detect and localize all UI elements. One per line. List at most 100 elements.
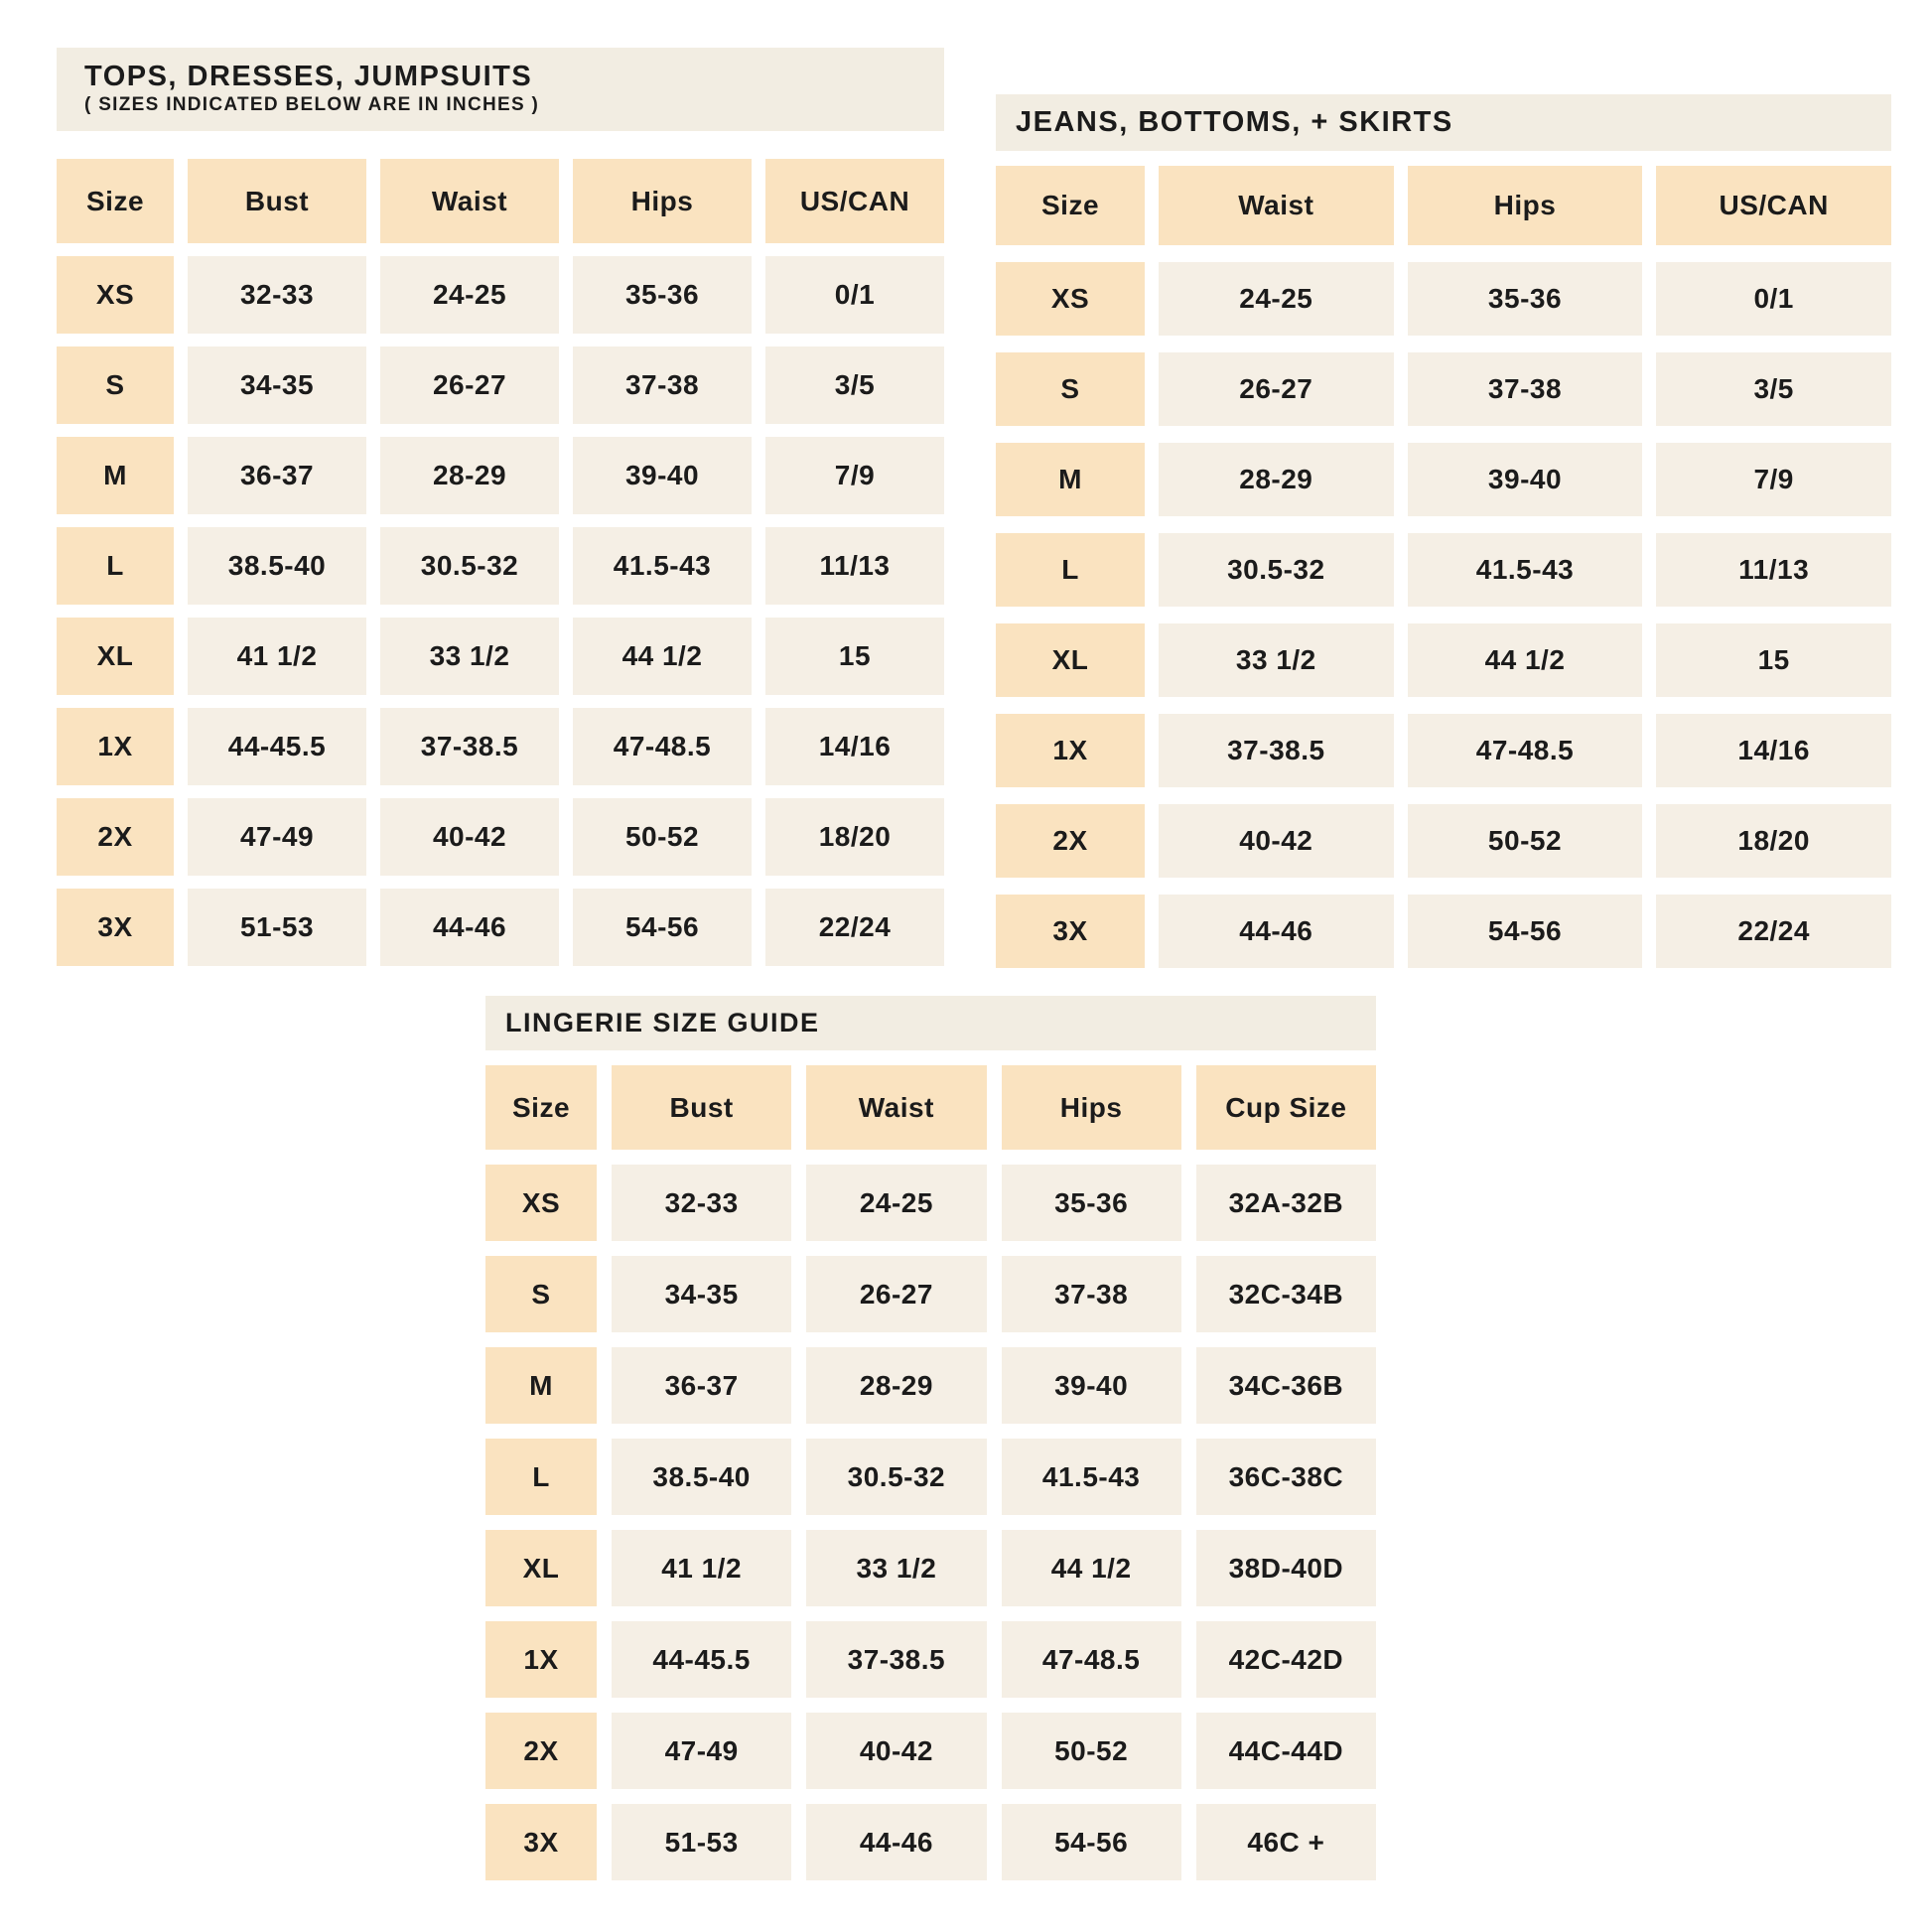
measurement-cell: 47-48.5 — [573, 708, 752, 785]
measurement-cell: 37-38 — [1407, 352, 1643, 426]
measurement-cell: 33 1/2 — [380, 618, 559, 695]
size-label-cell: 3X — [996, 895, 1145, 968]
measurement-cell: 33 1/2 — [806, 1530, 987, 1606]
size-label-cell: L — [57, 527, 174, 605]
measurement-cell: 36-37 — [188, 437, 366, 514]
measurement-cell: 37-38 — [1001, 1256, 1181, 1332]
measurement-cell: 18/20 — [1656, 804, 1891, 878]
measurement-cell: 24-25 — [806, 1165, 987, 1241]
measurement-cell: 0/1 — [1656, 262, 1891, 336]
measurement-cell: 44 1/2 — [1407, 623, 1643, 697]
size-chart-grid: Size Waist Hips US/CAN XS 24-25 35-36 0/1 S 26-27… — [996, 166, 1891, 968]
measurement-cell: 50-52 — [1407, 804, 1643, 878]
header-cell-waist: Waist — [380, 159, 559, 243]
table-title: TOPS, DRESSES, JUMPSUITS — [84, 60, 533, 92]
table-title: JEANS, BOTTOMS, + SKIRTS — [1016, 105, 1453, 138]
measurement-cell: 37-38.5 — [1159, 714, 1394, 787]
measurement-cell: 51-53 — [612, 1804, 792, 1880]
measurement-cell: 50-52 — [573, 798, 752, 876]
measurement-cell: 40-42 — [806, 1713, 987, 1789]
size-label-cell: M — [57, 437, 174, 514]
measurement-cell: 40-42 — [1159, 804, 1394, 878]
size-label-cell: XL — [996, 623, 1145, 697]
size-label-cell: 3X — [57, 889, 174, 966]
measurement-cell: 37-38.5 — [380, 708, 559, 785]
size-label-cell: M — [485, 1347, 597, 1424]
measurement-cell: 44C-44D — [1195, 1713, 1376, 1789]
measurement-cell: 24-25 — [1159, 262, 1394, 336]
measurement-cell: 44-45.5 — [612, 1621, 792, 1698]
header-cell-size: Size — [996, 166, 1145, 245]
measurement-cell: 38.5-40 — [612, 1439, 792, 1515]
measurement-cell: 44 1/2 — [1001, 1530, 1181, 1606]
measurement-cell: 14/16 — [765, 708, 944, 785]
measurement-cell: 34-35 — [188, 346, 366, 424]
measurement-cell: 35-36 — [1407, 262, 1643, 336]
measurement-cell: 44 1/2 — [573, 618, 752, 695]
size-label-cell: S — [996, 352, 1145, 426]
measurement-cell: 50-52 — [1001, 1713, 1181, 1789]
measurement-cell: 11/13 — [1656, 533, 1891, 607]
size-label-cell: 1X — [996, 714, 1145, 787]
measurement-cell: 54-56 — [573, 889, 752, 966]
measurement-cell: 44-45.5 — [188, 708, 366, 785]
table-title-bar: JEANS, BOTTOMS, + SKIRTS — [996, 94, 1891, 151]
measurement-cell: 22/24 — [1656, 895, 1891, 968]
measurement-cell: 41 1/2 — [188, 618, 366, 695]
measurement-cell: 26-27 — [1159, 352, 1394, 426]
header-cell-waist: Waist — [806, 1065, 987, 1150]
header-cell-hips: Hips — [1001, 1065, 1181, 1150]
measurement-cell: 28-29 — [1159, 443, 1394, 516]
measurement-cell: 36-37 — [612, 1347, 792, 1424]
header-cell-us-can: US/CAN — [765, 159, 944, 243]
size-label-cell: XS — [996, 262, 1145, 336]
measurement-cell: 30.5-32 — [1159, 533, 1394, 607]
measurement-cell: 37-38 — [573, 346, 752, 424]
measurement-cell: 30.5-32 — [380, 527, 559, 605]
size-label-cell: S — [57, 346, 174, 424]
size-label-cell: XS — [57, 256, 174, 334]
measurement-cell: 26-27 — [380, 346, 559, 424]
measurement-cell: 38.5-40 — [188, 527, 366, 605]
measurement-cell: 47-49 — [188, 798, 366, 876]
measurement-cell: 47-48.5 — [1001, 1621, 1181, 1698]
table-subtitle: ( SIZES INDICATED BELOW ARE IN INCHES ) — [84, 94, 540, 116]
measurement-cell: 15 — [765, 618, 944, 695]
header-cell-us-can: US/CAN — [1656, 166, 1891, 245]
measurement-cell: 24-25 — [380, 256, 559, 334]
table-title-bar: TOPS, DRESSES, JUMPSUITS ( SIZES INDICAT… — [57, 48, 944, 131]
measurement-cell: 34-35 — [612, 1256, 792, 1332]
size-label-cell: XL — [57, 618, 174, 695]
lingerie-size-guide-table: LINGERIE SIZE GUIDE Size Bust Waist Hips Cup… — [485, 996, 1376, 1880]
measurement-cell: 30.5-32 — [806, 1439, 987, 1515]
table-title: LINGERIE SIZE GUIDE — [505, 1007, 820, 1037]
measurement-cell: 39-40 — [573, 437, 752, 514]
size-label-cell: XS — [485, 1165, 597, 1241]
measurement-cell: 15 — [1656, 623, 1891, 697]
measurement-cell: 3/5 — [765, 346, 944, 424]
tops-dresses-jumpsuits-table: TOPS, DRESSES, JUMPSUITS ( SIZES INDICAT… — [57, 48, 944, 966]
header-cell-hips: Hips — [1407, 166, 1643, 245]
measurement-cell: 54-56 — [1407, 895, 1643, 968]
measurement-cell: 41 1/2 — [612, 1530, 792, 1606]
measurement-cell: 44-46 — [1159, 895, 1394, 968]
measurement-cell: 32-33 — [612, 1165, 792, 1241]
measurement-cell: 44-46 — [806, 1804, 987, 1880]
measurement-cell: 28-29 — [380, 437, 559, 514]
size-label-cell: 2X — [996, 804, 1145, 878]
measurement-cell: 7/9 — [765, 437, 944, 514]
measurement-cell: 26-27 — [806, 1256, 987, 1332]
measurement-cell: 32A-32B — [1195, 1165, 1376, 1241]
jeans-bottoms-skirts-table: JEANS, BOTTOMS, + SKIRTS Size Waist Hips US… — [996, 94, 1891, 968]
measurement-cell: 18/20 — [765, 798, 944, 876]
size-chart-grid: Size Bust Waist Hips Cup Size XS 32-33 24-25 35-… — [485, 1065, 1376, 1880]
measurement-cell: 40-42 — [380, 798, 559, 876]
size-label-cell: M — [996, 443, 1145, 516]
measurement-cell: 42C-42D — [1195, 1621, 1376, 1698]
size-label-cell: XL — [485, 1530, 597, 1606]
measurement-cell: 33 1/2 — [1159, 623, 1394, 697]
header-cell-bust: Bust — [612, 1065, 792, 1150]
measurement-cell: 35-36 — [573, 256, 752, 334]
size-chart-grid: Size Bust Waist Hips US/CAN XS 32-33 24-25 35-36… — [57, 159, 944, 966]
